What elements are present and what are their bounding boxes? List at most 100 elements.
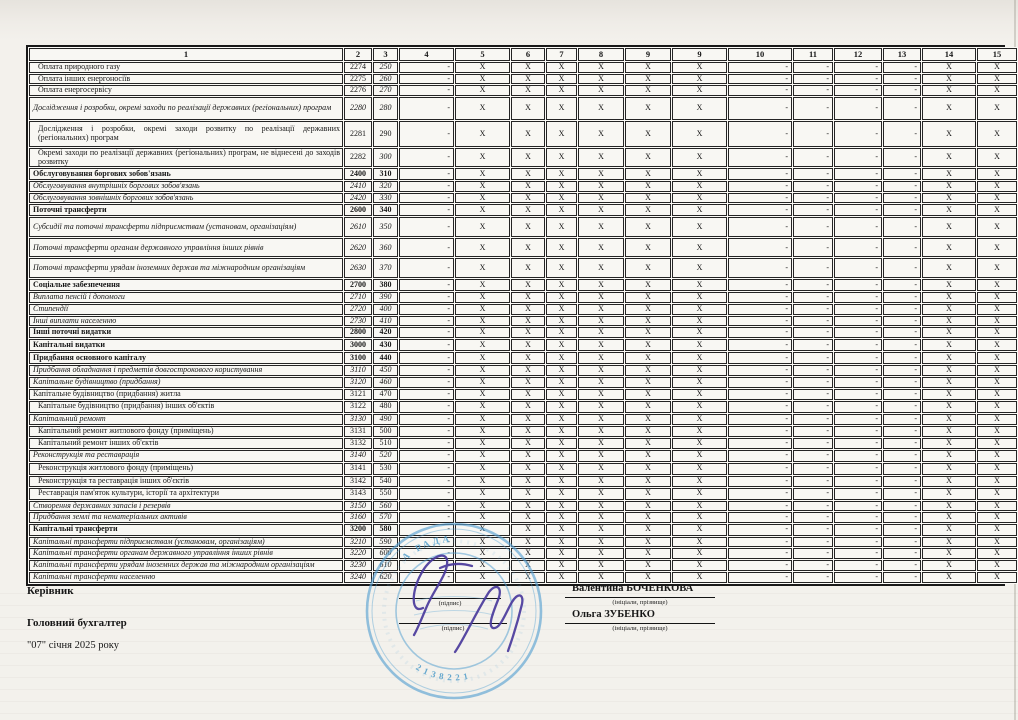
row-label: Обслуговування внутрішніх боргових зобов… bbox=[29, 181, 343, 192]
row-code: 3120 bbox=[344, 376, 372, 388]
value-cell: X bbox=[546, 352, 577, 365]
row-label: Поточні трансферти урядам іноземних держ… bbox=[29, 258, 343, 279]
value-cell: X bbox=[511, 425, 545, 437]
value-cell: - bbox=[728, 62, 792, 73]
value-cell: X bbox=[546, 327, 577, 339]
value-cell: - bbox=[883, 147, 921, 168]
value-cell: X bbox=[977, 512, 1017, 523]
table-row: Капітальне будівництво (придбання) 3120 46… bbox=[29, 376, 1017, 388]
table-row: Реконструкція житлового фонду (приміщень… bbox=[29, 462, 1017, 475]
value-cell: X bbox=[977, 192, 1017, 204]
value-cell: X bbox=[511, 315, 545, 327]
value-cell: X bbox=[455, 523, 510, 536]
value-cell: X bbox=[578, 168, 624, 181]
value-cell: X bbox=[455, 168, 510, 181]
value-cell: - bbox=[883, 512, 921, 523]
value-cell: - bbox=[399, 512, 454, 523]
row-label: Капітальні трансферти bbox=[29, 523, 343, 536]
value-cell: X bbox=[922, 279, 976, 292]
value-cell: X bbox=[455, 73, 510, 85]
row-number: 560 bbox=[373, 500, 398, 512]
value-cell: - bbox=[728, 96, 792, 120]
document-date: "07" січня 2025 року bbox=[27, 640, 119, 651]
value-cell: X bbox=[625, 536, 671, 548]
row-code: 3132 bbox=[344, 437, 372, 449]
table-row: Поточні трансферти 2600 340- X X X X X X - - - - X X bbox=[29, 204, 1017, 217]
value-cell: X bbox=[511, 238, 545, 258]
value-cell: - bbox=[728, 192, 792, 204]
row-number: 350 bbox=[373, 217, 398, 238]
value-cell: - bbox=[883, 413, 921, 425]
table-row: Капітальні трансферти населенню 3240 620- X… bbox=[29, 571, 1017, 583]
value-cell: X bbox=[672, 352, 727, 365]
value-cell: - bbox=[728, 475, 792, 487]
row-code: 3140 bbox=[344, 449, 372, 462]
column-header: 10 bbox=[728, 48, 792, 61]
row-label: Капітальний ремонт bbox=[29, 413, 343, 425]
value-cell: X bbox=[455, 512, 510, 523]
row-number: 550 bbox=[373, 487, 398, 500]
value-cell: X bbox=[977, 365, 1017, 376]
value-cell: X bbox=[455, 425, 510, 437]
value-cell: X bbox=[672, 437, 727, 449]
table-row: Реконструкція та реставрація 3140 520- X X X X… bbox=[29, 449, 1017, 462]
value-cell: - bbox=[399, 523, 454, 536]
value-cell: X bbox=[977, 437, 1017, 449]
accountant-name: Ольга ЗУБЕНКО bbox=[572, 609, 655, 620]
value-cell: X bbox=[511, 571, 545, 583]
value-cell: - bbox=[883, 437, 921, 449]
value-cell: X bbox=[672, 147, 727, 168]
value-cell: X bbox=[511, 96, 545, 120]
row-number: 460 bbox=[373, 376, 398, 388]
value-cell: X bbox=[625, 425, 671, 437]
value-cell: X bbox=[511, 279, 545, 292]
row-label: Дослідження і розробки, окремі заходи ро… bbox=[29, 120, 343, 147]
value-cell: X bbox=[546, 462, 577, 475]
value-cell: X bbox=[578, 73, 624, 85]
value-cell: X bbox=[578, 376, 624, 388]
value-cell: - bbox=[728, 279, 792, 292]
value-cell: - bbox=[793, 238, 833, 258]
value-cell: X bbox=[625, 449, 671, 462]
value-cell: - bbox=[728, 147, 792, 168]
value-cell: X bbox=[625, 400, 671, 413]
value-cell: X bbox=[625, 258, 671, 279]
value-cell: X bbox=[578, 548, 624, 559]
row-code: 2710 bbox=[344, 292, 372, 303]
value-cell: X bbox=[625, 500, 671, 512]
value-cell: - bbox=[883, 475, 921, 487]
value-cell: - bbox=[883, 352, 921, 365]
row-number: 300 bbox=[373, 147, 398, 168]
table-row: Капітальний ремонт 3130 490- X X X X X X - - - - X X bbox=[29, 413, 1017, 425]
value-cell: - bbox=[883, 327, 921, 339]
value-cell: X bbox=[977, 279, 1017, 292]
row-code: 3121 bbox=[344, 388, 372, 400]
value-cell: - bbox=[399, 352, 454, 365]
row-number: 470 bbox=[373, 388, 398, 400]
value-cell: X bbox=[672, 523, 727, 536]
value-cell: X bbox=[977, 500, 1017, 512]
value-cell: X bbox=[546, 147, 577, 168]
value-cell: X bbox=[546, 315, 577, 327]
table-row: Реконструкція та реставрація інших об'єк… bbox=[29, 475, 1017, 487]
value-cell: X bbox=[511, 85, 545, 96]
value-cell: X bbox=[922, 388, 976, 400]
value-cell: - bbox=[728, 512, 792, 523]
value-cell: X bbox=[672, 487, 727, 500]
column-header: 14 bbox=[922, 48, 976, 61]
value-cell: X bbox=[578, 292, 624, 303]
row-number: 280 bbox=[373, 96, 398, 120]
value-cell: X bbox=[455, 571, 510, 583]
value-cell: X bbox=[625, 292, 671, 303]
value-cell: - bbox=[399, 258, 454, 279]
value-cell: - bbox=[728, 536, 792, 548]
value-cell: X bbox=[922, 571, 976, 583]
value-cell: X bbox=[511, 376, 545, 388]
value-cell: - bbox=[793, 279, 833, 292]
value-cell: X bbox=[511, 73, 545, 85]
row-number: 250 bbox=[373, 62, 398, 73]
value-cell: X bbox=[546, 85, 577, 96]
row-number: 400 bbox=[373, 304, 398, 315]
value-cell: X bbox=[977, 73, 1017, 85]
table-row: Обслуговування зовнішніх боргових зобов'… bbox=[29, 192, 1017, 204]
